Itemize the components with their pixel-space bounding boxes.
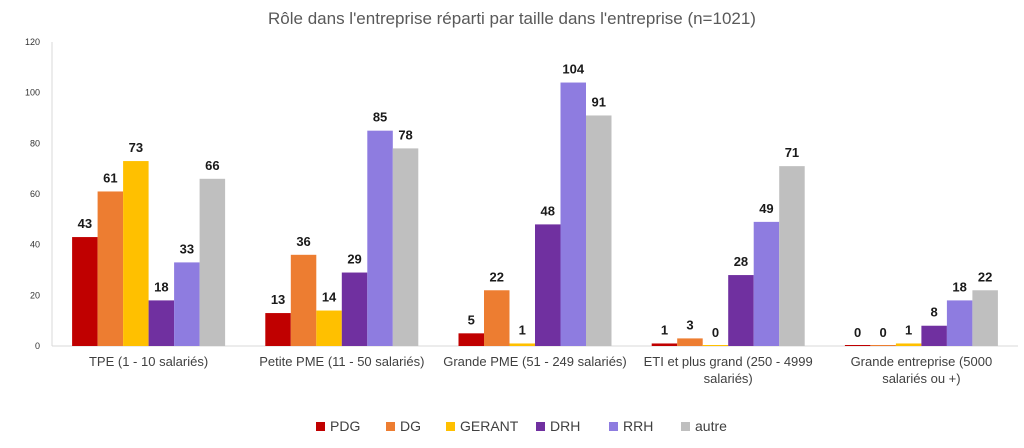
data-label: 18 [952, 279, 966, 294]
bar-drh-3 [728, 275, 754, 346]
bar-dg-0 [97, 191, 124, 346]
x-tick-label: TPE (1 - 10 salariés) [89, 354, 208, 369]
x-tick-label: salariés) [704, 371, 753, 386]
data-label: 29 [347, 252, 361, 267]
bar-pdg-2 [458, 333, 484, 346]
legend-label-rrh: RRH [623, 418, 653, 434]
data-label: 78 [398, 127, 412, 142]
data-label: 5 [468, 312, 475, 327]
data-label: 49 [759, 201, 773, 216]
data-label: 104 [562, 62, 584, 77]
bar-rrh-4 [946, 300, 973, 346]
legend-swatch-drh [536, 422, 545, 431]
bar-drh-0 [148, 300, 175, 346]
bar-pdg-1 [265, 313, 291, 346]
bar-pdg-3 [651, 343, 678, 346]
data-label: 1 [905, 322, 912, 337]
bar-dg-1 [290, 254, 317, 346]
legend-swatch-autre [681, 422, 690, 431]
y-tick-label: 60 [30, 189, 40, 199]
data-label: 1 [661, 322, 668, 337]
data-label: 33 [180, 241, 194, 256]
data-label: 71 [785, 145, 799, 160]
y-axis-ticks: 0 20 40 60 80 100 120 [25, 37, 40, 351]
y-tick-label: 20 [30, 290, 40, 300]
x-axis-ticks: TPE (1 - 10 salariés) Petite PME (11 - 50… [89, 354, 992, 386]
data-label: 22 [490, 269, 504, 284]
data-label: 0 [854, 325, 861, 340]
bar-gerant-2 [509, 343, 535, 346]
chart-title: Rôle dans l'entreprise réparti par taill… [268, 9, 756, 28]
data-label: 85 [373, 110, 387, 125]
legend-label-dg: DG [400, 418, 421, 434]
bar-rrh-0 [174, 262, 200, 346]
bar-gerant-4 [895, 343, 922, 346]
bar-autre-3 [779, 166, 805, 346]
legend-swatch-dg [386, 422, 395, 431]
data-label: 18 [154, 279, 168, 294]
bar-autre-4 [972, 290, 998, 346]
bar-pdg-0 [72, 237, 98, 346]
y-tick-label: 0 [35, 341, 40, 351]
legend-swatch-gerant [446, 422, 455, 431]
data-label: 48 [541, 203, 555, 218]
bar-dg-3 [677, 338, 703, 346]
legend-label-autre: autre [695, 418, 727, 434]
bar-drh-1 [341, 272, 368, 346]
x-tick-label: Grande PME (51 - 249 salariés) [443, 354, 627, 369]
x-tick-label: ETI et plus grand (250 - 4999 [644, 354, 813, 369]
data-label: 13 [271, 292, 285, 307]
bar-autre-2 [586, 115, 612, 346]
legend-swatch-pdg [316, 422, 325, 431]
bar-pdg-4 [844, 345, 871, 346]
data-label: 3 [686, 317, 693, 332]
data-label: 43 [78, 216, 92, 231]
bars-group [72, 82, 998, 347]
x-tick-label: Grande entreprise (5000 [851, 354, 993, 369]
bar-rrh-3 [753, 221, 780, 346]
data-label: 0 [712, 325, 719, 340]
data-label: 66 [205, 158, 219, 173]
bar-rrh-2 [560, 82, 586, 347]
bar-rrh-1 [367, 130, 393, 346]
bar-gerant-0 [123, 161, 149, 346]
data-label: 36 [296, 234, 310, 249]
x-tick-label: salariés ou +) [882, 371, 960, 386]
data-label: 61 [103, 170, 117, 185]
legend: PDG DG GERANT DRH RRH autre [316, 418, 727, 434]
data-label: 22 [978, 269, 992, 284]
y-tick-label: 80 [30, 138, 40, 148]
y-tick-label: 40 [30, 240, 40, 250]
bar-gerant-1 [316, 310, 342, 346]
data-label: 1 [519, 322, 526, 337]
bar-dg-4 [870, 345, 896, 346]
data-label: 14 [322, 290, 337, 305]
data-label: 28 [734, 254, 748, 269]
legend-label-drh: DRH [550, 418, 580, 434]
x-tick-label: Petite PME (11 - 50 salariés) [259, 354, 424, 369]
data-label: 73 [129, 140, 143, 155]
bar-autre-1 [392, 148, 419, 346]
y-tick-label: 100 [25, 88, 40, 98]
data-label: 0 [880, 325, 887, 340]
y-tick-label: 120 [25, 37, 40, 47]
data-label: 91 [592, 94, 606, 109]
legend-swatch-rrh [609, 422, 618, 431]
data-labels-group: 43 13 5 1 0 61 36 22 3 0 73 14 1 0 1 18 29 48 28 8 33 85 104 49… [78, 62, 993, 340]
bar-gerant-3 [702, 345, 729, 346]
data-label: 8 [931, 305, 938, 320]
bar-drh-4 [921, 325, 947, 346]
bar-drh-2 [535, 224, 561, 346]
bar-dg-2 [484, 290, 510, 346]
bar-autre-0 [199, 178, 226, 346]
legend-label-pdg: PDG [330, 418, 360, 434]
legend-label-gerant: GERANT [460, 418, 519, 434]
